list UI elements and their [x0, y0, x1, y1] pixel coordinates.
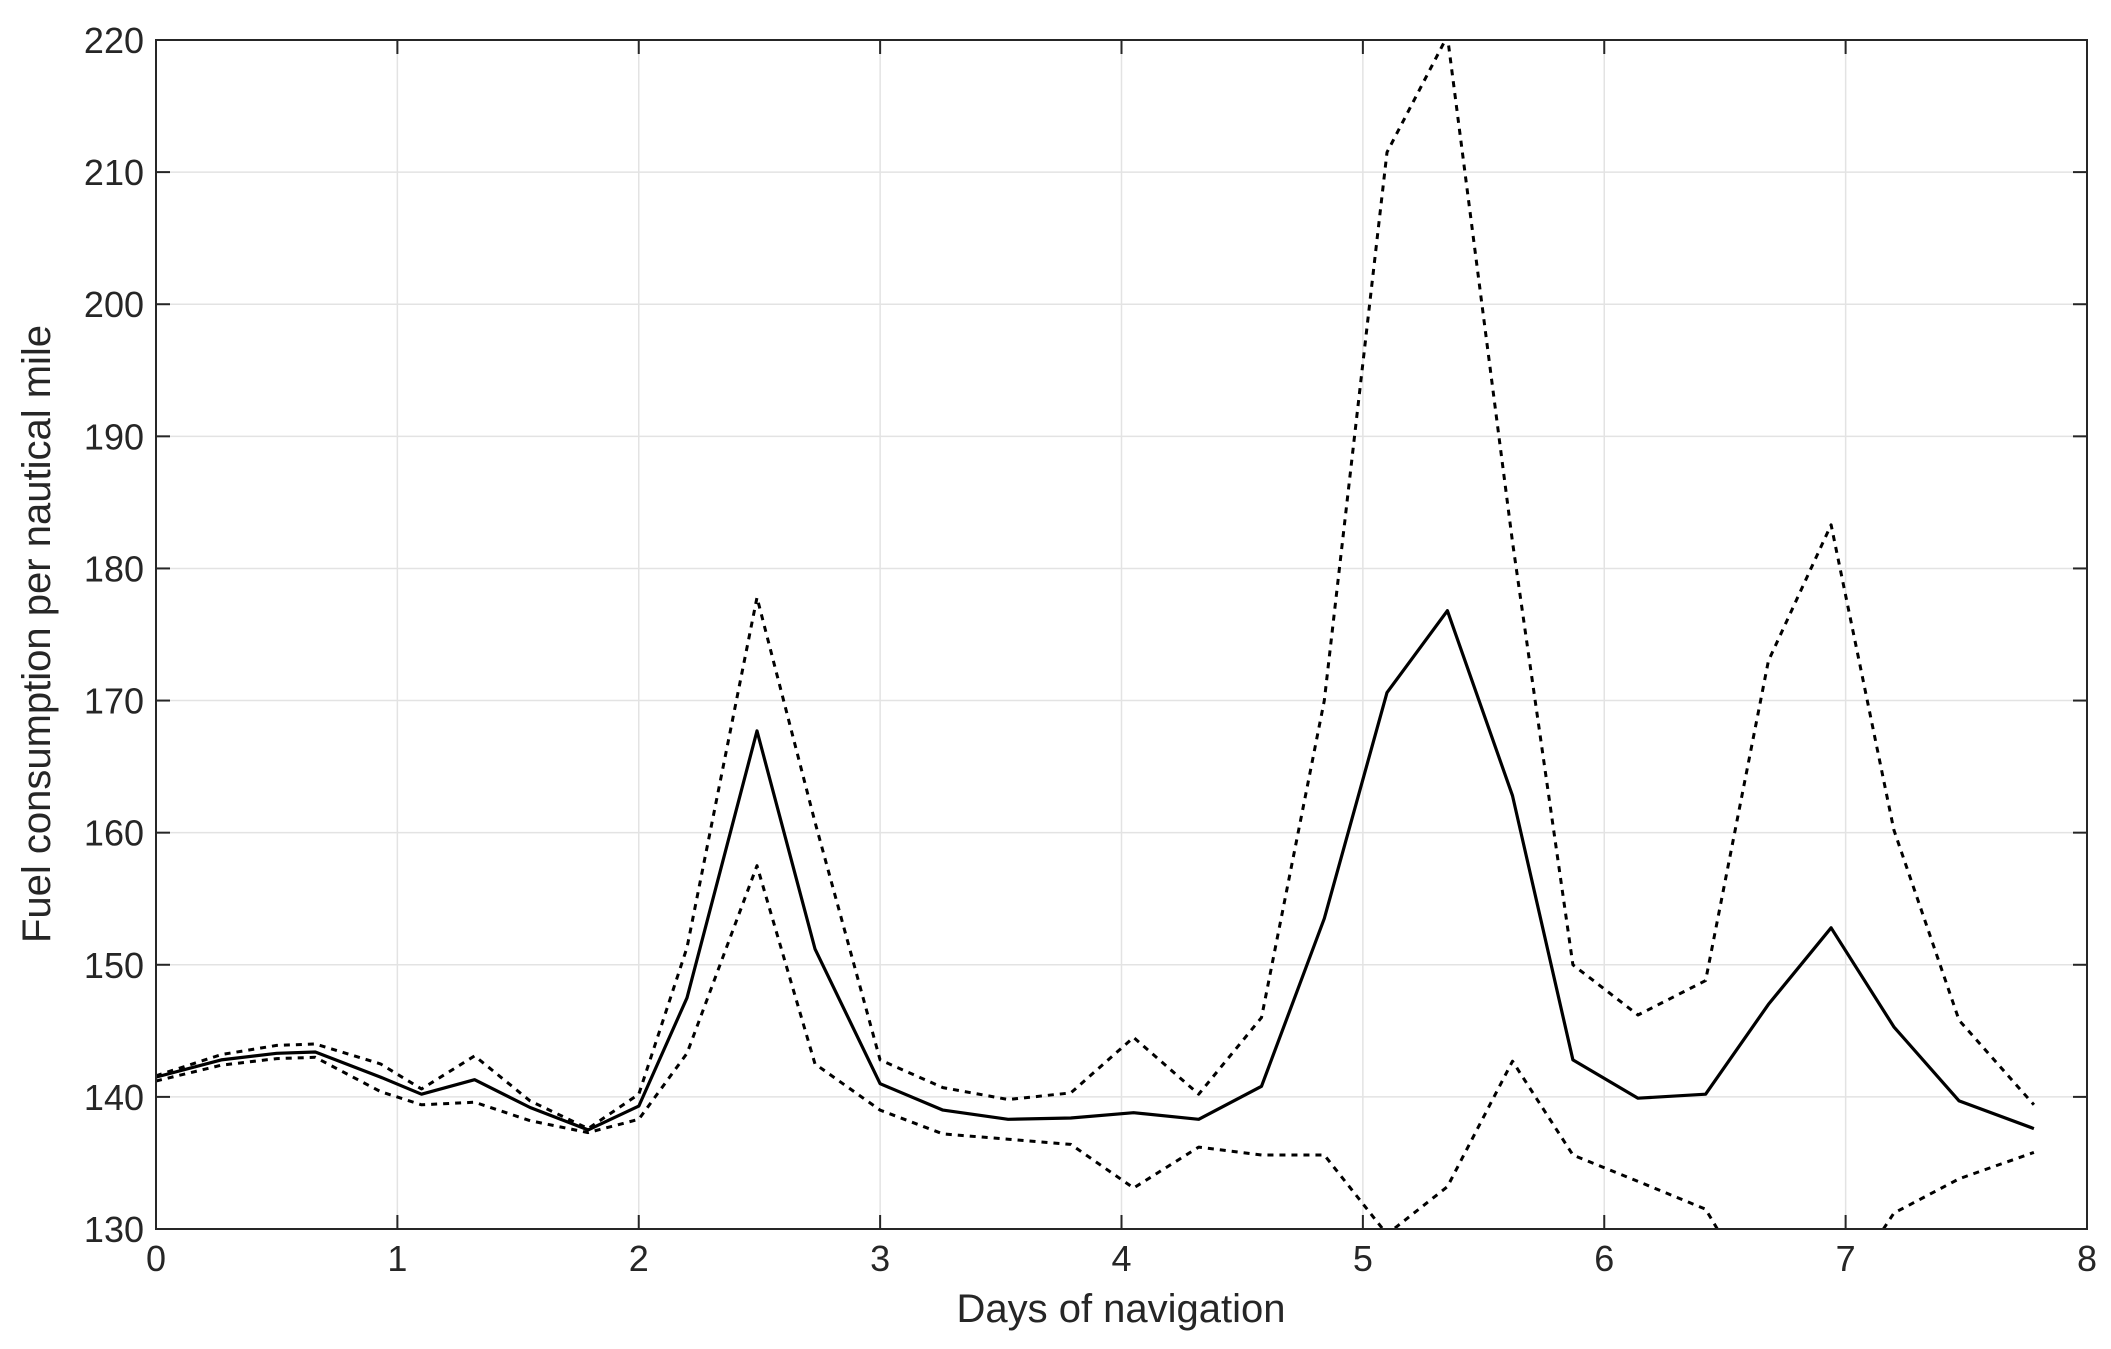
series-group: [156, 40, 2036, 1229]
x-tick-label: 5: [1353, 1238, 1373, 1279]
x-tick-label: 8: [2077, 1238, 2097, 1279]
y-tick-label: 210: [84, 152, 144, 193]
x-axis-label: Days of navigation: [956, 1287, 1285, 1331]
tick-marks: [155, 39, 2088, 1230]
y-tick-label: 140: [84, 1077, 144, 1118]
x-tick-label: 0: [146, 1238, 166, 1279]
y-tick-label: 220: [84, 20, 144, 61]
y-axis-label: Fuel consumption per nautical mile: [15, 325, 59, 943]
x-tick-label: 6: [1594, 1238, 1614, 1279]
series-line-dotted-1: [156, 40, 2036, 1131]
y-tick-label: 190: [84, 416, 144, 457]
x-tick-label: 1: [387, 1238, 407, 1279]
x-tick-labels: 0 1 2 3 4 5 6 7 8: [146, 1238, 2097, 1279]
y-tick-label: 200: [84, 284, 144, 325]
y-tick-label: 170: [84, 681, 144, 722]
y-tick-labels: 130 140 150 160 170 180 190 200 210 220: [84, 20, 144, 1250]
x-tick-label: 2: [629, 1238, 649, 1279]
x-tick-label: 7: [1836, 1238, 1856, 1279]
grid: [155, 39, 2088, 1230]
y-tick-label: 150: [84, 945, 144, 986]
y-tick-label: 130: [84, 1209, 144, 1250]
x-tick-label: 3: [870, 1238, 890, 1279]
series-line-solid: [156, 609, 2035, 1132]
y-tick-label: 160: [84, 813, 144, 854]
y-tick-label: 180: [84, 548, 144, 589]
x-tick-label: 4: [1111, 1238, 1131, 1279]
